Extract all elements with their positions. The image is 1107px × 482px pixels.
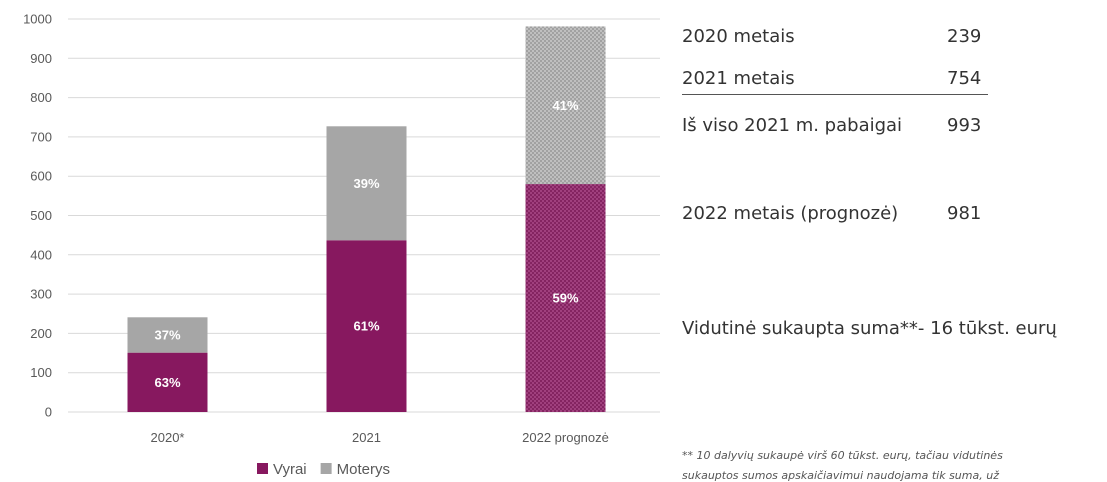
x-axis-ticks: 2020* 2021 2022 prognozė [151,430,609,445]
y-tick-label: 700 [30,129,52,144]
bar-data-label: 61% [353,319,379,334]
bar-data-label: 59% [552,291,578,306]
bar-data-label: 39% [353,176,379,191]
bar-data-label: 37% [154,327,180,342]
legend-label: Moterys [337,461,390,478]
legend-swatch [257,463,268,474]
row-2021-label: 2021 metais [682,68,795,89]
y-tick-label: 800 [30,90,52,105]
y-tick-label: 1000 [23,12,52,27]
legend: Vyrai Moterys [257,461,390,478]
bar-men [326,240,407,412]
bar-data-label: 63% [154,375,180,390]
y-tick-label: 400 [30,247,52,262]
row-2022-value: 981 [947,203,982,224]
footnote-line-2: sukauptos sumos apskaičiavimui naudojama… [682,469,999,482]
bar-men [127,352,208,412]
y-tick-label: 600 [30,169,52,184]
average-sum-text: Vidutinė sukaupta suma**- 16 tūkst. eurų [682,318,1057,339]
y-tick-label: 300 [30,287,52,302]
bars: 63% 37% 61% 39% 59% 41% [127,26,606,412]
y-tick-label: 900 [30,51,52,66]
x-tick-label: 2022 prognozė [522,430,609,445]
footnote-line-1: ** 10 dalyvių sukaupė virš 60 tūkst. eur… [682,449,1003,462]
bar-women [127,317,208,353]
bar-men [525,184,606,412]
row-2021-value: 754 [947,68,982,89]
x-tick-label: 2020* [151,430,185,445]
legend-swatch [320,463,332,474]
row-2022-label: 2022 metais (prognozė) [682,203,899,224]
row-2020-value: 239 [947,26,982,47]
legend-label: Vyrai [273,461,307,478]
y-tick-label: 100 [30,365,52,380]
row-2020-label: 2020 metais [682,26,795,47]
row-total-label: Iš viso 2021 m. pabaigai [682,115,903,136]
bar-women [525,26,606,185]
bar-data-label: 41% [552,98,578,113]
y-axis-ticks: 0 100 200 300 400 500 600 700 800 900 1000 [23,12,52,420]
row-total-value: 993 [947,115,982,136]
bar-women [326,126,407,241]
x-tick-label: 2021 [352,430,381,445]
sum-divider [682,94,988,95]
y-tick-label: 500 [30,208,52,223]
y-tick-label: 200 [30,326,52,341]
y-tick-label: 0 [45,405,52,420]
